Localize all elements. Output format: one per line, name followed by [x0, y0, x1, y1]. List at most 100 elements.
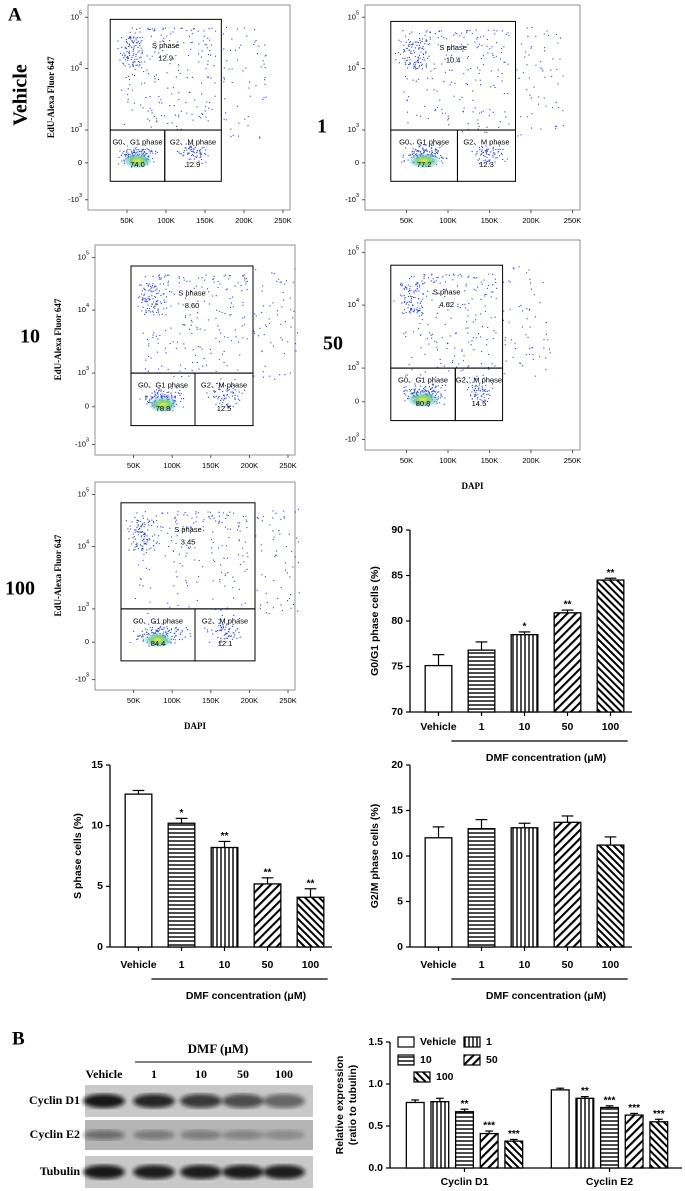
event-dot [136, 149, 138, 151]
x-tick-label: 1 [179, 959, 185, 971]
event-dot [436, 366, 438, 368]
event-dot [149, 107, 151, 109]
event-dot [212, 541, 214, 543]
event-dot [430, 388, 432, 390]
event-dot [191, 148, 193, 150]
event-dot [133, 536, 135, 538]
event-dot [292, 281, 294, 283]
event-dot [528, 309, 530, 311]
event-dot [128, 50, 130, 52]
x-tick-label: 10 [219, 959, 231, 971]
event-dot [215, 55, 217, 57]
event-dot [135, 544, 137, 546]
event-dot [435, 385, 437, 387]
event-dot [486, 151, 488, 153]
event-dot [149, 299, 151, 301]
event-dot [163, 293, 165, 295]
event-dot [259, 136, 261, 138]
event-dot [124, 47, 126, 49]
event-dot [434, 110, 436, 112]
event-dot [533, 86, 535, 88]
event-dot [485, 152, 487, 154]
event-dot [222, 623, 224, 625]
event-dot [162, 396, 164, 398]
y-tick-label: 1.0 [368, 1078, 383, 1090]
event-dot [137, 525, 139, 527]
event-dot [472, 381, 474, 383]
y-tick-label: 80 [391, 615, 403, 627]
event-dot [129, 641, 131, 643]
event-dot [157, 396, 159, 398]
event-dot [422, 38, 424, 40]
event-dot [505, 116, 507, 118]
event-dot [165, 396, 167, 398]
event-dot [432, 293, 434, 295]
event-dot [178, 99, 180, 101]
event-dot [155, 630, 157, 632]
event-dot [234, 394, 236, 396]
event-dot [117, 40, 119, 42]
event-dot [417, 282, 419, 284]
event-dot [263, 63, 265, 65]
event-dot [463, 73, 465, 75]
event-dot [416, 282, 418, 284]
event-dot [526, 27, 528, 29]
event-dot [241, 325, 243, 327]
significance: ** [264, 867, 272, 878]
event-dot [207, 63, 209, 65]
event-dot [258, 335, 260, 337]
event-dot [412, 79, 414, 81]
event-dot [169, 105, 171, 107]
event-dot [431, 144, 433, 146]
event-dot [509, 281, 511, 283]
event-dot [409, 389, 411, 391]
event-dot [148, 402, 150, 404]
event-dot [485, 294, 487, 296]
event-dot [416, 312, 418, 314]
event-dot [213, 65, 215, 67]
event-dot [174, 516, 176, 518]
event-dot [453, 34, 455, 36]
event-dot [160, 389, 162, 391]
event-dot [142, 299, 144, 301]
event-dot [505, 360, 507, 362]
event-dot [133, 53, 135, 55]
significance: *** [508, 1129, 520, 1140]
event-dot [434, 390, 436, 392]
event-dot [498, 126, 500, 128]
event-dot [494, 316, 496, 318]
event-dot [245, 67, 247, 69]
event-dot [431, 333, 433, 335]
event-dot [168, 545, 170, 547]
event-dot [473, 288, 475, 290]
event-dot [416, 150, 418, 152]
event-dot [413, 65, 415, 67]
event-dot [148, 569, 150, 571]
event-dot [223, 398, 225, 400]
event-dot [221, 571, 223, 573]
event-dot [218, 629, 220, 631]
y-axis-label: (ratio to tubulin) [347, 1065, 359, 1145]
event-dot [134, 598, 136, 600]
event-dot [488, 390, 490, 392]
event-dot [193, 287, 195, 289]
event-dot [432, 390, 434, 392]
event-dot [204, 110, 206, 112]
event-dot [133, 630, 135, 632]
event-dot [546, 333, 548, 335]
event-dot [280, 587, 282, 589]
event-dot [538, 96, 540, 98]
event-dot [183, 277, 185, 279]
event-dot [207, 120, 209, 122]
event-dot [488, 115, 490, 117]
event-dot [165, 314, 167, 316]
event-dot [453, 95, 455, 97]
event-dot [231, 68, 233, 70]
event-dot [468, 377, 470, 379]
event-dot [131, 40, 133, 42]
bar [550, 1089, 570, 1169]
event-dot [223, 77, 225, 79]
event-dot [274, 378, 276, 380]
event-dot [453, 274, 455, 276]
event-dot [193, 28, 195, 30]
